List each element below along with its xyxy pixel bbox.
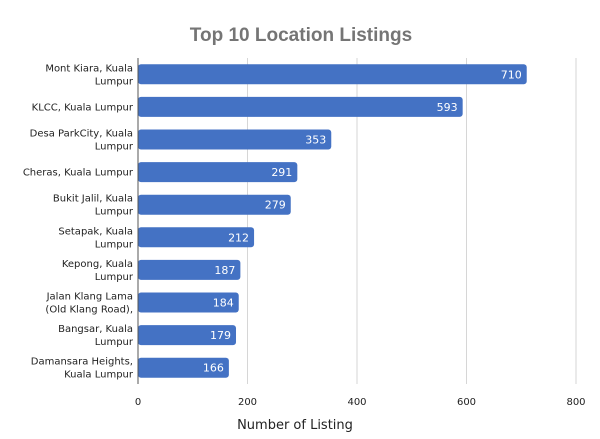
category-label-6-line-1: Setapak, Kuala xyxy=(58,226,133,237)
bars: 710 593 353 291 279 212 187 184 179 166 xyxy=(138,64,527,378)
bar-value-label-7: 187 xyxy=(214,264,235,277)
category-label-5-line-1: Bukit Jalil, Kuala xyxy=(53,194,133,205)
category-labels: Mont Kiara, Kuala Lumpur KLCC, Kuala Lumpu… xyxy=(23,63,134,380)
x-tick-label-800: 800 xyxy=(566,397,585,408)
bar-value-label-3: 353 xyxy=(305,134,326,147)
bar-value-label-8: 184 xyxy=(213,297,234,310)
bar-value-label-1: 710 xyxy=(501,68,522,81)
bar-2 xyxy=(138,96,463,117)
bar-value-label-6: 212 xyxy=(228,231,249,244)
bar-3 xyxy=(138,129,332,150)
category-label-9-line-1: Bangsar, Kuala xyxy=(58,324,133,335)
x-tick-label-200: 200 xyxy=(238,397,257,408)
category-label-6-line-2: Lumpur xyxy=(95,239,134,250)
category-label-8-line-1: Jalan Klang Lama xyxy=(46,292,133,303)
x-axis-label: Number of Listing xyxy=(237,418,353,433)
x-tick-label-0: 0 xyxy=(135,397,141,408)
category-label-7-line-1: Kepong, Kuala xyxy=(62,259,133,270)
category-label-3-line-1: Desa ParkCity, Kuala xyxy=(30,129,133,140)
bar-9 xyxy=(138,325,237,346)
bar-value-label-4: 291 xyxy=(271,166,292,179)
bar-5 xyxy=(138,194,291,215)
category-label-7-line-2: Lumpur xyxy=(95,272,134,283)
bar-6 xyxy=(138,227,255,248)
category-label-5-line-2: Lumpur xyxy=(95,207,134,218)
category-label-4-line-1: Cheras, Kuala Lumpur xyxy=(23,168,134,179)
bar-8 xyxy=(138,292,239,313)
bar-value-label-9: 179 xyxy=(210,329,231,342)
category-label-10-line-1: Damansara Heights, xyxy=(31,357,133,368)
category-label-1-line-1: Mont Kiara, Kuala xyxy=(45,63,133,74)
bar-value-label-5: 279 xyxy=(265,199,286,212)
bar-value-label-10: 166 xyxy=(203,362,224,375)
bar-value-label-2: 593 xyxy=(437,101,458,114)
bar-1 xyxy=(138,64,527,85)
category-label-10-line-2: Kuala Lumpur xyxy=(64,370,134,381)
category-label-3-line-2: Lumpur xyxy=(95,142,134,153)
category-label-9-line-2: Lumpur xyxy=(95,337,134,348)
bar-4 xyxy=(138,162,298,183)
category-label-2-line-1: KLCC, Kuala Lumpur xyxy=(32,102,134,113)
x-tick-label-600: 600 xyxy=(457,397,476,408)
category-label-8-line-2: (Old Klang Road), xyxy=(45,305,133,316)
chart-title: Top 10 Location Listings xyxy=(190,25,412,46)
x-tick-label-400: 400 xyxy=(347,397,366,408)
bar-10 xyxy=(138,357,229,378)
category-label-1-line-2: Lumpur xyxy=(95,76,134,87)
bar-7 xyxy=(138,259,241,280)
x-tick-labels: 0 200 400 600 800 xyxy=(135,397,586,408)
